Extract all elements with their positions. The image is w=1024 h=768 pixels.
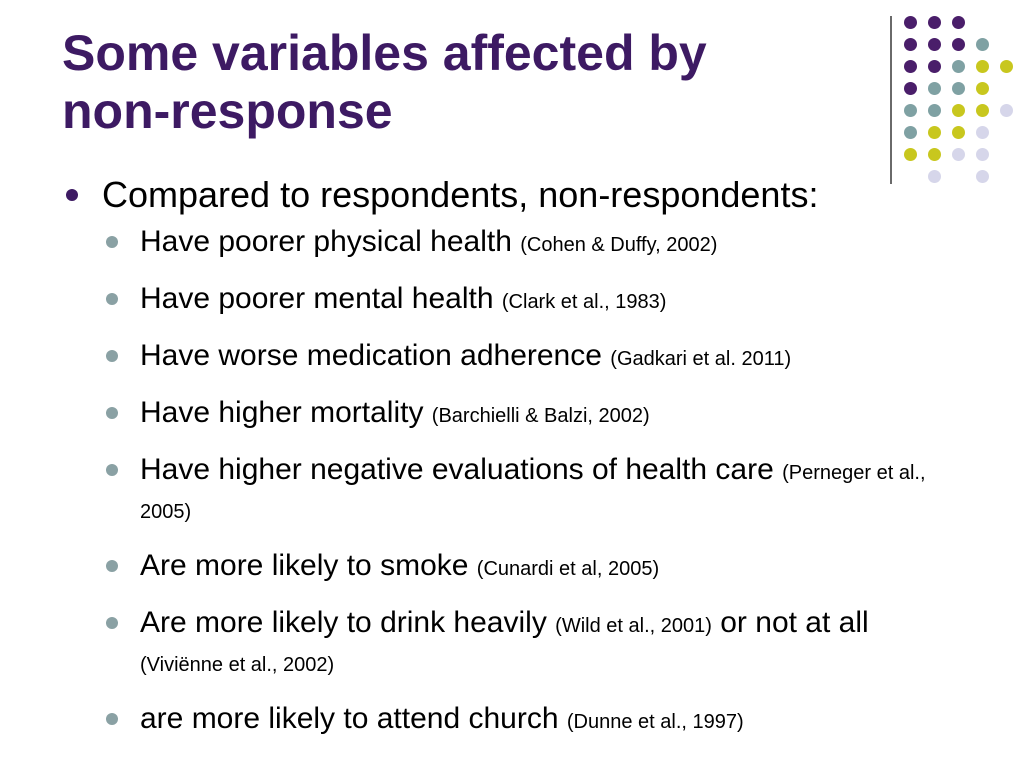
bullet-dot [106, 617, 118, 629]
item-reference: (Gadkari et al. 2011) [610, 348, 792, 370]
list-item: Have higher mortality (Barchielli & Balz… [62, 395, 960, 434]
item-reference: (Clark et al., 1983) [501, 291, 667, 313]
list-item: are more likely to attend church (Dunne … [62, 701, 960, 740]
decor-dot [904, 16, 917, 29]
title-line-1: Some variables affected by [62, 25, 707, 81]
item-text-continued: or not at all [720, 606, 869, 639]
decor-dot [928, 148, 941, 161]
decor-dot [952, 82, 965, 95]
decor-dot [976, 104, 989, 117]
decor-dot [1000, 104, 1013, 117]
decor-dot [928, 82, 941, 95]
item-reference: (Barchielli & Balzi, 2002) [431, 405, 650, 427]
item-text: Have higher negative evaluations of heal… [140, 453, 774, 486]
decor-dot [904, 104, 917, 117]
decor-dot [976, 170, 989, 183]
decor-dot [976, 60, 989, 73]
decor-dot [928, 170, 941, 183]
list-item: Have worse medication adherence (Gadkari… [62, 338, 960, 377]
decor-dot [904, 38, 917, 51]
decor-dot [952, 126, 965, 139]
item-reference: (Cohen & Duffy, 2002) [520, 234, 718, 256]
item-reference: (Cunardi et al, 2005) [476, 558, 660, 580]
decor-dot [952, 104, 965, 117]
decor-dot [952, 16, 965, 29]
item-text: Are more likely to smoke [140, 549, 469, 582]
bullet-dot [106, 236, 118, 248]
item-text: Have poorer mental health [140, 282, 494, 315]
decor-dot [904, 126, 917, 139]
decor-dot [928, 104, 941, 117]
item-reference: (Wild et al., 2001) [555, 615, 712, 637]
bullet-dot [106, 293, 118, 305]
bullet-dot [106, 713, 118, 725]
decor-dot [952, 148, 965, 161]
decor-dot [904, 60, 917, 73]
item-text: Have poorer physical health [140, 225, 512, 258]
decor-dot [904, 148, 917, 161]
decor-dot [976, 148, 989, 161]
item-reference-2: (Viviënne et al., 2002) [140, 654, 335, 676]
item-reference: (Perneger et al., 2005) [140, 462, 926, 523]
main-bullet-text: Compared to respondents, non-respondents… [102, 174, 819, 215]
decor-dot [976, 38, 989, 51]
decor-dot [928, 126, 941, 139]
decor-dot [904, 82, 917, 95]
list-item: Have poorer physical health (Cohen & Duf… [62, 224, 960, 263]
decor-dot [928, 16, 941, 29]
decor-dot [1000, 60, 1013, 73]
decor-dot [928, 60, 941, 73]
bullet-dot [106, 560, 118, 572]
item-text: Are more likely to drink heavily [140, 606, 547, 639]
list-item: Are more likely to drink heavily (Wild e… [62, 605, 960, 683]
decor-dot [952, 60, 965, 73]
title-line-2: non-response [62, 83, 393, 139]
slide-title: Some variables affected by non-response [62, 24, 862, 140]
decor-dot [976, 82, 989, 95]
main-bullet: Compared to respondents, non-respondents… [62, 170, 982, 220]
decor-dot [976, 126, 989, 139]
item-text: Have higher mortality [140, 396, 424, 429]
bullet-dot [106, 464, 118, 476]
decor-dot [928, 38, 941, 51]
item-reference: (Dunne et al., 1997) [566, 711, 744, 733]
list-item: Are more likely to smoke (Cunardi et al,… [62, 548, 960, 587]
item-text: Have worse medication adherence [140, 339, 602, 372]
decorative-divider [890, 16, 892, 184]
bullet-dot [66, 189, 78, 201]
list-item: Have higher negative evaluations of heal… [62, 452, 960, 530]
list-item: Have poorer mental health (Clark et al.,… [62, 281, 960, 320]
decor-dot [952, 38, 965, 51]
slide-body: Compared to respondents, non-respondents… [62, 170, 982, 758]
bullet-dot [106, 350, 118, 362]
bullet-dot [106, 407, 118, 419]
item-text: are more likely to attend church [140, 702, 559, 735]
